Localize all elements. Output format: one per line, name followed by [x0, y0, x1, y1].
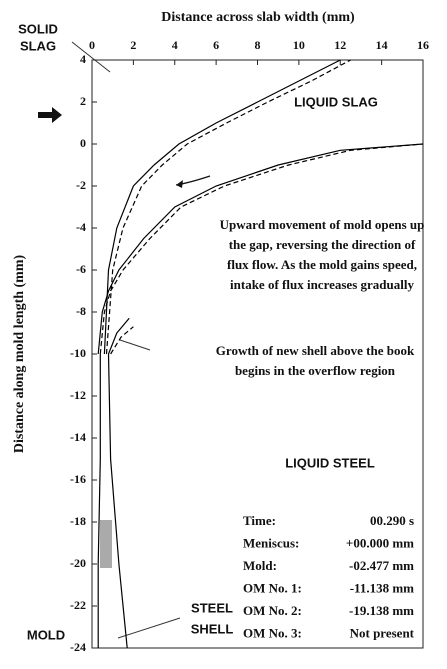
info-label: Time:: [243, 513, 276, 528]
curve: [107, 353, 128, 649]
y-tick-label: -24: [70, 640, 86, 654]
x-tick-label: 8: [255, 38, 261, 52]
curve: [105, 59, 351, 355]
curve: [107, 317, 130, 355]
annotation: SLAG: [20, 38, 56, 53]
y-tick-label: -2: [76, 178, 86, 192]
x-tick-label: 6: [213, 38, 219, 52]
pointer: [117, 617, 181, 639]
x-tick-label: 10: [293, 38, 305, 52]
y-tick-label: -6: [76, 262, 86, 276]
flow-arrow-head: [176, 180, 183, 188]
annotation: LIQUID SLAG: [294, 94, 378, 109]
y-tick-label: -18: [70, 514, 86, 528]
annotation: Growth of new shell above the book: [216, 343, 415, 358]
info-value: -11.138 mm: [350, 580, 414, 595]
x-tick-label: 12: [334, 38, 346, 52]
x-tick-label: 4: [172, 38, 178, 52]
curve: [97, 143, 424, 355]
info-label: OM No. 1:: [243, 580, 302, 595]
info-value: -02.477 mm: [349, 558, 414, 573]
y-tick-label: -20: [70, 556, 86, 570]
info-value: -19.138 mm: [349, 603, 414, 618]
x-tick-label: 14: [376, 38, 388, 52]
info-value: +00.000 mm: [346, 535, 414, 550]
info-label: Mold:: [243, 558, 277, 573]
y-tick-label: 4: [80, 52, 86, 66]
pointer: [119, 339, 151, 351]
y-tick-label: -22: [70, 598, 86, 612]
annotation: SHELL: [191, 621, 234, 636]
annotation: Upward movement of mold opens up: [220, 217, 425, 232]
info-value: 00.290 s: [370, 513, 414, 528]
curve: [110, 326, 134, 355]
info-label: OM No. 2:: [243, 603, 302, 618]
annotation: STEEL: [191, 600, 233, 615]
pointer: [71, 41, 111, 73]
y-tick-label: -8: [76, 304, 86, 318]
y-tick-label: -14: [70, 430, 86, 444]
x-tick-label: 2: [130, 38, 136, 52]
shell-region: [100, 520, 112, 568]
y-tick-label: -16: [70, 472, 86, 486]
y-tick-label: 0: [80, 136, 86, 150]
x-tick-label: 16: [417, 38, 429, 52]
info-label: Meniscus:: [243, 535, 299, 550]
annotation: flux flow. As the mold gains speed,: [227, 257, 417, 272]
curve: [99, 143, 424, 355]
info-value: Not present: [350, 625, 415, 640]
mold-arrow: [38, 107, 62, 123]
annotation: LIQUID STEEL: [285, 455, 375, 470]
y-tick-label: -10: [70, 346, 86, 360]
x-axis-title: Distance across slab width (mm): [161, 10, 355, 25]
curve: [103, 59, 341, 355]
y-tick-label: -4: [76, 220, 86, 234]
x-tick-label: 0: [89, 38, 95, 52]
annotation: begins in the overflow region: [235, 363, 396, 378]
annotation: MOLD: [27, 627, 65, 642]
y-axis-title: Distance along mold length (mm): [12, 255, 27, 454]
annotation: the gap, reversing the direction of: [229, 237, 416, 252]
annotation: SOLID: [18, 21, 58, 36]
info-label: OM No. 3:: [243, 625, 302, 640]
y-tick-label: -12: [70, 388, 86, 402]
annotation: intake of flux increases gradually: [230, 277, 414, 292]
curve: [97, 354, 101, 648]
y-tick-label: 2: [80, 94, 86, 108]
